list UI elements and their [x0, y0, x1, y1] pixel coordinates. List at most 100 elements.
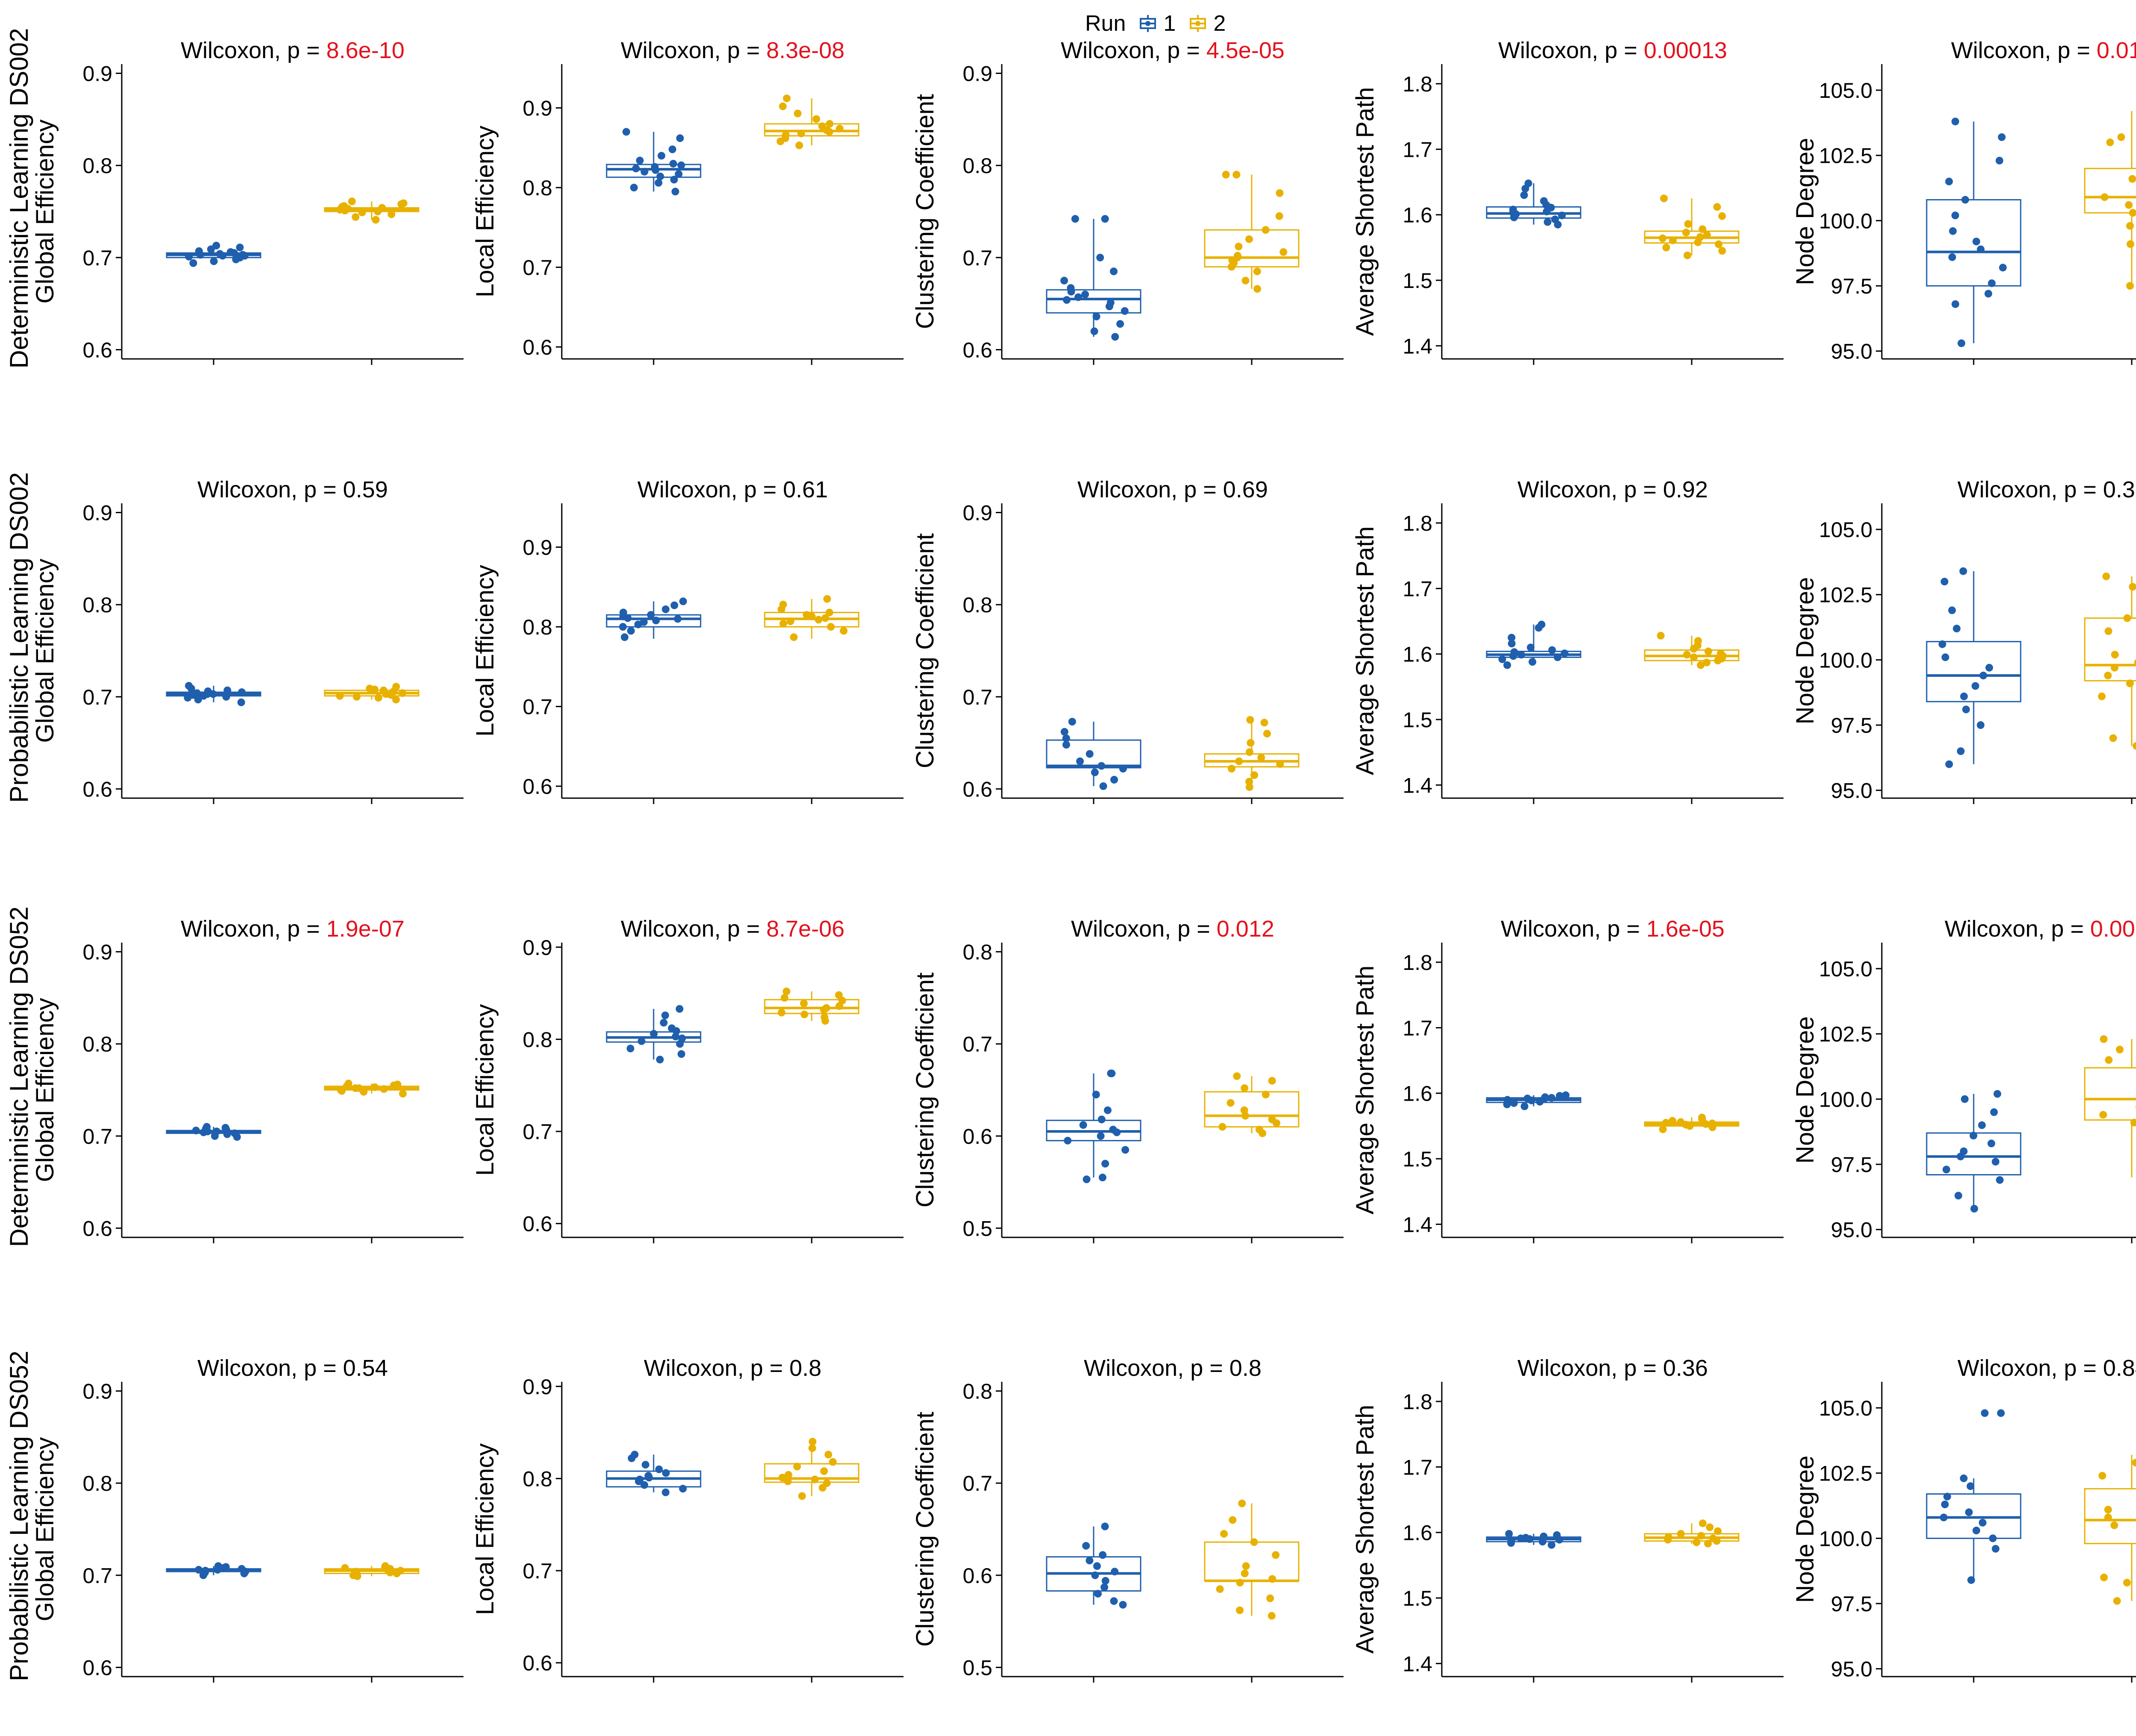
y-tick-label: 0.9 [522, 1375, 552, 1399]
y-tick-label: 0.9 [522, 536, 552, 560]
data-point [2123, 614, 2131, 622]
data-point [1966, 1482, 1975, 1490]
panel-title: Wilcoxon, p = 0.012 [1071, 916, 1274, 942]
data-point [622, 128, 631, 136]
data-point [655, 1465, 663, 1473]
data-point [1537, 620, 1546, 629]
data-point [619, 623, 627, 631]
data-point [1938, 640, 1946, 648]
data-point [1718, 212, 1726, 220]
data-point [1698, 1113, 1706, 1122]
data-point [1268, 1116, 1276, 1123]
data-point [1245, 748, 1253, 756]
data-point [1524, 179, 1532, 188]
p-value: 1.6e-05 [1646, 916, 1725, 942]
y-tick-label: 0.7 [962, 246, 992, 270]
data-point [1247, 739, 1255, 747]
p-value: 0.00013 [1644, 38, 1727, 63]
y-tick-label: 0.8 [82, 154, 112, 178]
panel-r3-c3: 1.4 1.5 1.6 1.7 1.8 Average Shortest Path Wilc… [1351, 1355, 1784, 1683]
y-axis-label: Global Efficiency [31, 120, 59, 304]
data-point [1076, 757, 1084, 765]
data-point [637, 1037, 645, 1045]
data-point [1238, 1499, 1246, 1507]
data-point [371, 1083, 379, 1091]
data-point [1523, 1094, 1532, 1102]
data-point [823, 595, 831, 603]
p-value: 0.36 [1663, 1355, 1708, 1381]
panel-title: Wilcoxon, p = 0.61 [637, 477, 828, 502]
data-point [1090, 327, 1098, 335]
data-point [803, 611, 811, 619]
data-point [822, 1004, 830, 1012]
y-tick-label: 0.9 [962, 501, 992, 525]
y-tick-label: 0.8 [522, 1467, 552, 1491]
panel-title: Wilcoxon, p = 0.019 [1951, 38, 2136, 63]
panel-title: Wilcoxon, p = 1.6e-05 [1501, 916, 1725, 942]
data-point [626, 1044, 634, 1052]
data-point [1942, 1166, 1951, 1174]
y-tick-label: 0.7 [522, 695, 552, 719]
box-run-2 [2084, 1067, 2136, 1121]
y-tick-label: 0.7 [522, 1120, 552, 1144]
data-point [1961, 196, 1969, 204]
y-tick-label: 0.5 [962, 1656, 992, 1680]
data-point [1527, 643, 1535, 652]
data-point [826, 120, 834, 128]
data-point [778, 1008, 786, 1016]
data-point [647, 611, 655, 619]
data-point [396, 1567, 405, 1575]
data-point [829, 1458, 837, 1466]
data-point [352, 693, 361, 701]
data-point [821, 614, 829, 622]
data-point [1948, 253, 1956, 261]
panel-r3-c1: 0.6 0.7 0.8 0.9 Local Efficiency Wilcoxon, p … [471, 1355, 904, 1683]
test-label: Wilcoxon, p = [1077, 477, 1223, 502]
data-point [1503, 661, 1511, 669]
data-point [1250, 1538, 1258, 1546]
data-point [1977, 245, 1985, 253]
data-point [221, 1124, 229, 1132]
data-point [674, 615, 682, 623]
data-point [1561, 1091, 1570, 1099]
y-tick-label: 0.6 [522, 335, 552, 359]
data-point [1948, 606, 1956, 614]
data-point [2125, 201, 2133, 209]
y-tick-label: 0.8 [962, 154, 992, 178]
data-point [2098, 1472, 2107, 1480]
y-tick-label: 95.0 [1831, 1218, 1872, 1242]
data-point [1697, 1532, 1705, 1540]
y-tick-label: 1.5 [1402, 708, 1432, 732]
data-point [793, 1463, 801, 1471]
data-point [1083, 1175, 1091, 1184]
data-point [1092, 312, 1100, 320]
data-point [387, 210, 396, 218]
data-point [1068, 718, 1076, 726]
data-point [1977, 721, 1985, 729]
legend-label-run-1: 1 [1163, 11, 1176, 36]
data-point [231, 1129, 239, 1137]
data-point [800, 999, 808, 1008]
data-point [656, 1055, 664, 1063]
y-tick-label: 0.6 [962, 1125, 992, 1149]
data-point [657, 152, 666, 160]
data-point [194, 696, 202, 704]
test-label: Wilcoxon, p = [637, 477, 783, 502]
data-point [1554, 653, 1562, 661]
data-point [790, 633, 798, 641]
data-point [1109, 1125, 1117, 1134]
box-run-1 [1926, 199, 2022, 287]
y-axis-label: Average Shortest Path [1351, 87, 1379, 336]
y-tick-label: 1.6 [1402, 1082, 1432, 1106]
data-point [2104, 1513, 2112, 1522]
legend-swatch-run-1 [1140, 15, 1156, 32]
data-point [1229, 1516, 1237, 1524]
data-point [640, 618, 648, 626]
data-point [393, 1081, 402, 1089]
y-tick-label: 97.5 [1831, 1592, 1872, 1616]
data-point [1969, 1131, 1978, 1140]
box-run-2 [1204, 1541, 1300, 1582]
data-point [1098, 1173, 1106, 1181]
data-point [1508, 640, 1516, 648]
data-point [1218, 1123, 1226, 1131]
